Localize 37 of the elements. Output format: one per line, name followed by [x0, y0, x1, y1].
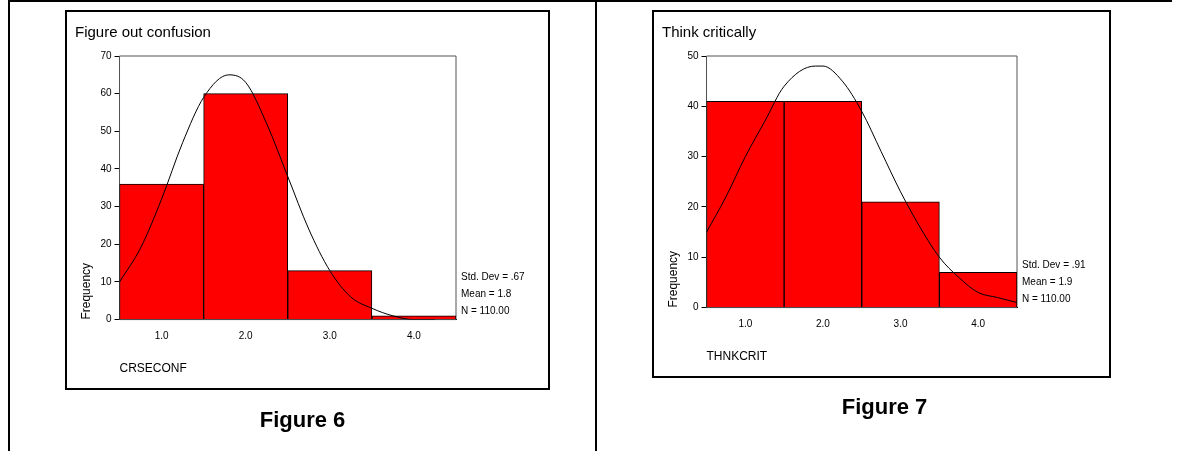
y-tick-label: 20: [687, 200, 699, 212]
y-tick-label: 50: [100, 125, 112, 137]
y-axis-title: Frequency: [665, 250, 680, 308]
text: Mean = 1.8: [461, 288, 512, 300]
y-tick-label: 10: [687, 251, 699, 263]
x-tick-label: 2.0: [238, 330, 254, 342]
x-tick-label: 4.0: [971, 318, 986, 330]
x-axis-title: THNKCRIT: [706, 349, 768, 364]
x-tick-label: 1.0: [154, 330, 169, 342]
y-tick-label: 20: [100, 238, 112, 250]
y-tick-label: 30: [687, 150, 699, 162]
text: Mean = 1.9: [1022, 276, 1073, 288]
x-tick-label: 3.0: [322, 330, 338, 342]
chart-title: Figure out confusion: [75, 23, 211, 41]
text: Std. Dev = .67: [461, 271, 526, 283]
x-axis-title: CRSECONF: [119, 361, 187, 376]
y-tick-label: 40: [687, 100, 699, 112]
x-tick-label: 2.0: [816, 318, 831, 330]
y-tick-label: 50: [687, 49, 699, 61]
y-tick-label: 30: [100, 200, 112, 212]
y-tick-label: 40: [100, 162, 112, 174]
y-axis-title: Frequency: [78, 262, 93, 320]
y-tick-label: 70: [100, 49, 112, 61]
text: Std. Dev = .91: [1022, 259, 1087, 271]
caption: Figure 7: [840, 394, 929, 420]
chart-title: Think critically: [662, 23, 757, 41]
text: N = 110.00: [461, 305, 510, 317]
text: N = 110.00: [1022, 293, 1071, 305]
y-tick-label: 10: [100, 275, 112, 287]
line-series: [706, 65, 1017, 304]
x-tick-label: 3.0: [893, 318, 908, 330]
caption: Figure 6: [258, 407, 347, 433]
y-tick-label: 0: [692, 301, 699, 313]
y-tick-label: 60: [100, 87, 112, 99]
x-tick-label: 1.0: [738, 318, 753, 330]
x-tick-label: 4.0: [406, 330, 422, 342]
y-tick-label: 0: [105, 313, 112, 325]
